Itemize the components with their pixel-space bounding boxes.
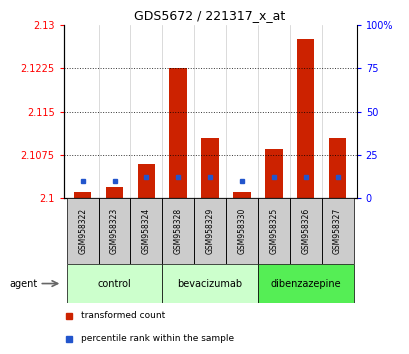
Text: percentile rank within the sample: percentile rank within the sample bbox=[81, 335, 234, 343]
Bar bbox=[321, 198, 353, 264]
Bar bbox=[194, 198, 225, 264]
Bar bbox=[201, 137, 218, 198]
Bar bbox=[98, 198, 130, 264]
Text: agent: agent bbox=[9, 279, 38, 289]
Bar bbox=[328, 137, 346, 198]
Bar bbox=[137, 164, 155, 198]
Bar bbox=[289, 198, 321, 264]
Bar bbox=[257, 198, 289, 264]
Bar bbox=[169, 68, 187, 198]
Bar bbox=[67, 264, 162, 303]
Bar bbox=[130, 198, 162, 264]
Bar bbox=[106, 187, 123, 198]
Text: transformed count: transformed count bbox=[81, 312, 165, 320]
Text: GSM958322: GSM958322 bbox=[78, 208, 87, 254]
Bar bbox=[225, 198, 257, 264]
Text: GSM958325: GSM958325 bbox=[269, 208, 278, 254]
Text: GSM958323: GSM958323 bbox=[110, 208, 119, 254]
Text: bevacizumab: bevacizumab bbox=[177, 279, 242, 289]
Text: control: control bbox=[97, 279, 131, 289]
Bar bbox=[257, 264, 353, 303]
Bar bbox=[265, 149, 282, 198]
Text: dibenzazepine: dibenzazepine bbox=[270, 279, 340, 289]
Bar bbox=[162, 198, 194, 264]
Title: GDS5672 / 221317_x_at: GDS5672 / 221317_x_at bbox=[134, 9, 285, 22]
Bar bbox=[162, 264, 257, 303]
Bar bbox=[296, 39, 314, 198]
Text: GSM958330: GSM958330 bbox=[237, 208, 246, 254]
Text: GSM958329: GSM958329 bbox=[205, 208, 214, 254]
Text: GSM958327: GSM958327 bbox=[332, 208, 341, 254]
Bar bbox=[233, 193, 250, 198]
Bar bbox=[67, 198, 98, 264]
Text: GSM958324: GSM958324 bbox=[142, 208, 151, 254]
Text: GSM958326: GSM958326 bbox=[301, 208, 310, 254]
Bar bbox=[74, 193, 91, 198]
Text: GSM958328: GSM958328 bbox=[173, 208, 182, 254]
